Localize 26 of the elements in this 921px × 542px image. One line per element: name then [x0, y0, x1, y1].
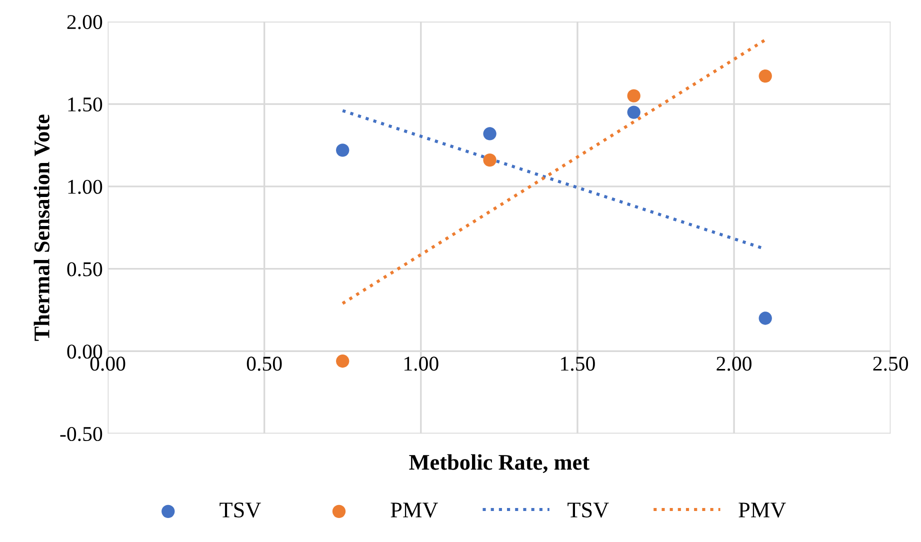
point — [483, 153, 496, 167]
x-tick-label: 2.00 — [716, 356, 752, 371]
point — [758, 312, 772, 325]
legend-label: TSV — [568, 502, 609, 518]
x-tick-label: 1.50 — [561, 356, 595, 371]
y-tick-label: 1.50 — [68, 97, 102, 112]
y-tick-label: 0.00 — [67, 344, 102, 359]
y-axis-title: Thermal Sensation Vote — [34, 114, 50, 341]
point — [483, 127, 496, 140]
point — [336, 354, 350, 368]
legend-label: TSV — [220, 502, 261, 518]
x-tick-label: 1.00 — [404, 356, 438, 371]
x-tick-label: 0.00 — [90, 356, 126, 371]
y-tick-label: 2.00 — [67, 15, 102, 30]
legend-label: PMV — [390, 502, 438, 518]
legend-label: PMV — [738, 502, 786, 518]
x-tick-label: 0.50 — [246, 356, 282, 371]
y-tick-label: 0.50 — [67, 262, 102, 276]
x-tick-label: 2.50 — [873, 356, 908, 371]
y-tick-label: -0.50 — [60, 426, 102, 442]
point — [336, 144, 350, 157]
point — [627, 89, 640, 102]
x-axis-title: Metbolic Rate, met — [409, 454, 590, 474]
point — [627, 106, 640, 119]
point — [758, 69, 772, 83]
y-tick-label: 1.00 — [68, 180, 102, 194]
